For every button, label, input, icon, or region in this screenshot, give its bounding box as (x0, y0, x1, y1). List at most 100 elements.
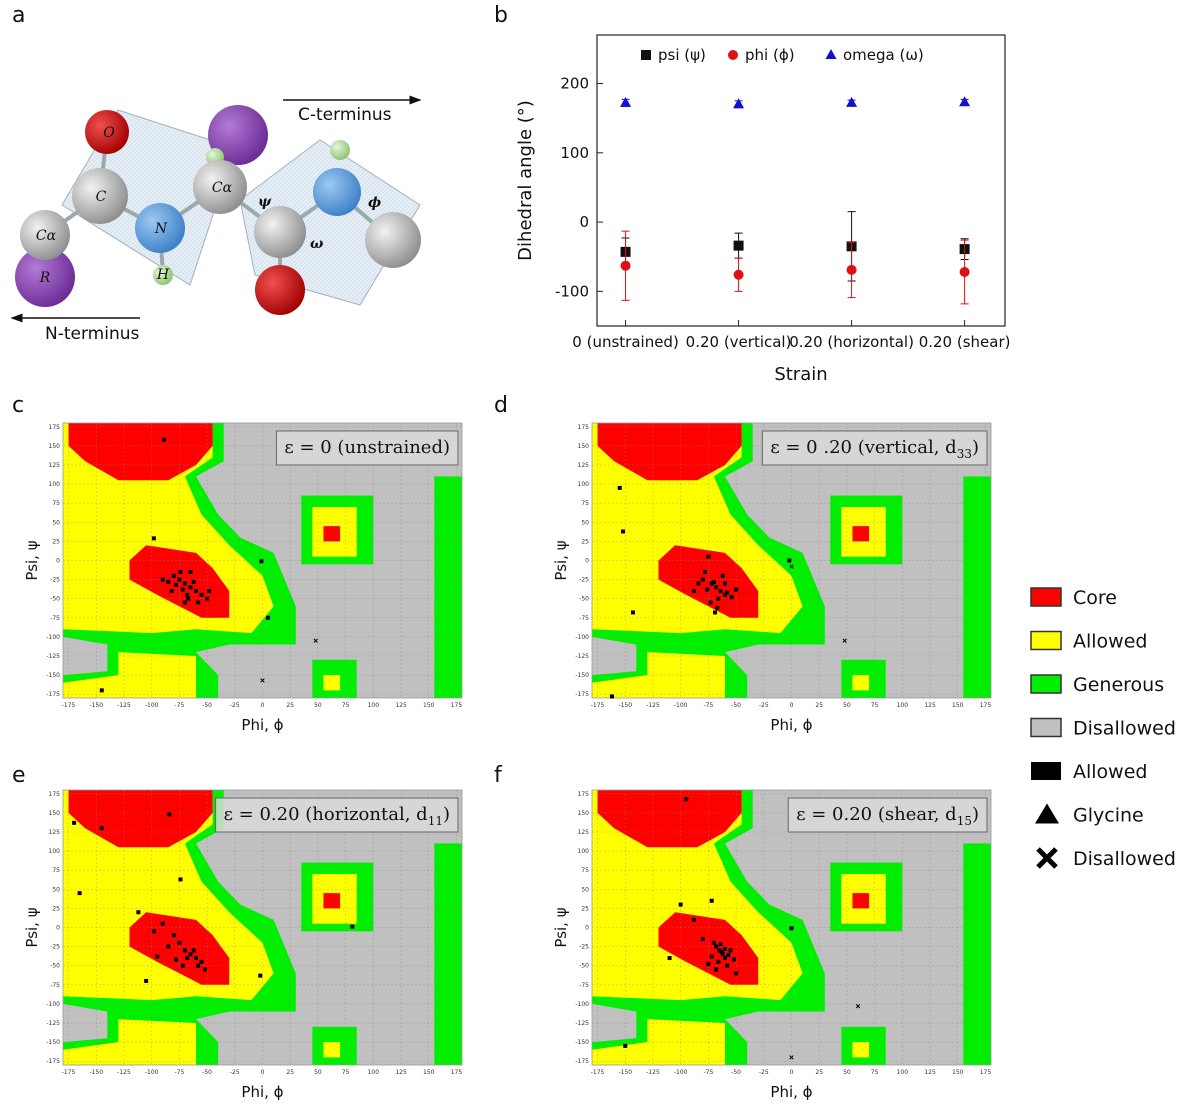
annotation-box (275, 430, 459, 466)
peptide-diagram: O C Cα N H R Cα ψ ω ϕ C-terminus N-termi… (10, 95, 422, 344)
marker-triangle (733, 98, 745, 109)
x-tick-label: 125 (395, 702, 407, 709)
x-tick-label: 25 (815, 702, 823, 709)
y-tick-label: 150 (578, 810, 590, 817)
atom (313, 168, 361, 216)
panel-label: b (494, 3, 508, 28)
marker-square (161, 437, 166, 442)
atom (254, 206, 306, 258)
angle-label: ϕ (368, 195, 381, 211)
marker-circle (620, 260, 631, 271)
marker-square (729, 595, 734, 600)
y-tick-label: -175 (575, 691, 589, 698)
plot-frame (591, 789, 992, 1066)
y-tick-label: 0 (56, 925, 60, 932)
marker-square (196, 600, 201, 605)
x-tick-label: -150 (89, 702, 103, 709)
atom (72, 168, 128, 224)
marker-square (350, 924, 355, 929)
annotation-text: ε = 0 .20 (vertical, d (770, 437, 956, 458)
y-tick-label: 25 (52, 905, 60, 912)
atom-label: O (103, 125, 115, 141)
legend-swatch (1031, 762, 1061, 780)
marker-square (155, 954, 160, 959)
marker-square (719, 949, 724, 954)
marker-square (144, 978, 149, 983)
atom (15, 247, 75, 307)
marker-square (151, 929, 156, 934)
y-tick-label: 25 (52, 538, 60, 545)
marker-square (706, 962, 711, 967)
y-tick-label: 0 (579, 213, 589, 231)
marker-square (191, 579, 196, 584)
x-tick-label: -100 (145, 702, 159, 709)
y-tick-label: 0 (56, 558, 60, 565)
annotation-text: ε = 0 (unstrained) (284, 437, 450, 458)
marker-square (177, 940, 182, 945)
marker-square (726, 953, 731, 957)
marker-square (151, 536, 156, 541)
y-tick-label: 75 (52, 500, 60, 507)
y-tick-label: -100 (575, 1001, 589, 1008)
x-tick-label: 150 (423, 1069, 435, 1076)
marker-square (171, 933, 176, 938)
marker-square (691, 589, 696, 594)
marker-square (174, 582, 179, 587)
legend-label: Allowed (1073, 761, 1147, 783)
annotation-suffix: ) (972, 804, 979, 825)
annotation-suffix: ) (972, 437, 979, 458)
marker-square (700, 577, 705, 582)
legend-symbol (1035, 803, 1059, 824)
y-tick-label: -50 (50, 596, 60, 603)
marker-square (199, 592, 204, 597)
marker-square (185, 956, 190, 961)
x-tick-label: -125 (117, 702, 131, 709)
panel-label: f (494, 763, 503, 788)
x-tick-label: -150 (89, 1069, 103, 1076)
marker-square (167, 812, 172, 817)
x-tick-label: 50 (843, 1069, 851, 1076)
marker-square (718, 589, 723, 594)
marker-square (706, 554, 711, 559)
x-tick-label: -100 (674, 702, 688, 709)
atom (193, 160, 247, 214)
x-tick-label: 100 (368, 1069, 380, 1076)
marker-square (723, 581, 727, 586)
marker-square (99, 826, 104, 831)
marker-square (641, 50, 651, 60)
atom (255, 265, 305, 315)
x-tick-label: 0 (unstrained) (572, 333, 679, 351)
legend-label: Allowed (1073, 631, 1147, 653)
direction-label: N-terminus (45, 324, 139, 344)
x-tick-label: 125 (924, 702, 936, 709)
y-tick-label: 100 (578, 848, 590, 855)
marker-cross (313, 638, 318, 643)
legend-label: psi (ψ) (658, 46, 706, 64)
legend-label: Disallowed (1073, 848, 1176, 870)
marker-square (186, 596, 191, 601)
y-tick-label: 150 (49, 443, 61, 450)
marker-square (266, 615, 271, 620)
y-tick-label: -50 (50, 963, 60, 970)
marker-square (678, 902, 683, 907)
marker-square (166, 944, 171, 949)
marker-square (711, 940, 716, 945)
marker-circle (728, 50, 738, 60)
marker-square (711, 579, 716, 584)
x-tick-label: 0.20 (horizontal) (789, 333, 914, 351)
x-tick-label: -25 (230, 702, 240, 709)
y-tick-label: 100 (578, 481, 590, 488)
y-tick-label: -150 (46, 1039, 60, 1046)
x-axis-label: Phi, ϕ (770, 716, 812, 734)
y-tick-label: -175 (46, 691, 60, 698)
y-tick-label: -100 (46, 1001, 60, 1008)
legend-swatch (1030, 674, 1062, 694)
atom-label: C (96, 189, 107, 205)
x-tick-label: 150 (952, 702, 964, 709)
atom-label: R (39, 270, 51, 286)
marker-square (714, 585, 719, 590)
x-tick-label: -125 (646, 702, 660, 709)
atom (153, 265, 173, 285)
x-tick-label: 175 (980, 702, 992, 709)
panel-label: c (12, 393, 24, 418)
